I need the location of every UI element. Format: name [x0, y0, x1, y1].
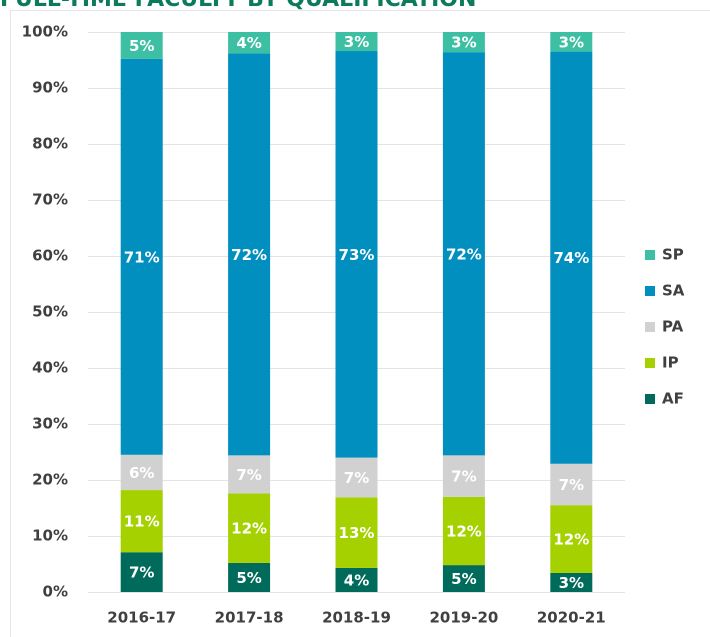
- y-tick-label: 90%: [32, 79, 68, 97]
- y-tick-label: 50%: [32, 303, 68, 321]
- bar-segment: [550, 32, 593, 52]
- bar-segment: [228, 455, 271, 494]
- bar-segment: [442, 52, 485, 456]
- data-label: 71%: [124, 248, 160, 266]
- y-tick-label: 80%: [32, 135, 68, 153]
- bar-segment: [120, 552, 163, 592]
- bar-segment: [442, 496, 485, 566]
- y-tick-label: 20%: [32, 471, 68, 489]
- y-tick-label: 10%: [32, 527, 68, 545]
- data-label: 3%: [344, 33, 369, 51]
- legend-label: PA: [662, 318, 684, 336]
- data-label: 74%: [553, 249, 589, 267]
- data-label: 7%: [129, 564, 154, 582]
- legend-label: AF: [662, 390, 684, 408]
- data-label: 5%: [236, 569, 261, 587]
- legend-swatch: [645, 358, 655, 368]
- legend-swatch: [645, 286, 655, 296]
- data-label: 12%: [231, 520, 267, 538]
- data-label: 72%: [446, 245, 482, 263]
- legend-label: SA: [662, 282, 685, 300]
- data-label: 4%: [236, 34, 261, 52]
- bar-segment: [442, 455, 485, 497]
- x-tick-label: 2020-21: [537, 609, 606, 627]
- x-tick-label: 2018-19: [322, 609, 391, 627]
- bar-segment: [228, 53, 271, 456]
- bar-segment: [335, 567, 378, 592]
- bar-segment: [442, 565, 485, 592]
- bar-segment: [550, 463, 593, 506]
- bar-segment: [335, 497, 378, 568]
- data-label: 73%: [339, 246, 375, 264]
- bar-segment: [120, 58, 163, 455]
- data-label: 11%: [124, 513, 160, 531]
- y-tick-label: 70%: [32, 191, 68, 209]
- legend-swatch: [645, 250, 655, 260]
- data-label: 7%: [236, 466, 261, 484]
- bar-segment: [335, 457, 378, 498]
- bar-segment: [335, 51, 378, 458]
- x-tick-label: 2017-18: [215, 609, 284, 627]
- x-tick-label: 2019-20: [429, 609, 498, 627]
- legend-label: SP: [662, 246, 684, 264]
- data-label: 3%: [559, 33, 584, 51]
- data-label: 6%: [129, 464, 154, 482]
- y-tick-label: 60%: [32, 247, 68, 265]
- data-label: 72%: [231, 246, 267, 264]
- data-label: 13%: [339, 524, 375, 542]
- x-tick-label: 2016-17: [107, 609, 176, 627]
- legend-label: IP: [662, 354, 679, 372]
- legend-swatch: [645, 394, 655, 404]
- data-label: 4%: [344, 571, 369, 589]
- bar-segment: [550, 51, 593, 464]
- bar-segment: [120, 32, 163, 59]
- y-tick-label: 0%: [43, 583, 68, 601]
- bar-segment: [228, 562, 271, 592]
- y-tick-label: 30%: [32, 415, 68, 433]
- chart-title: FULL-TIME FACULTY BY QUALIFICATION: [0, 0, 476, 12]
- data-label: 5%: [451, 570, 476, 588]
- data-label: 12%: [446, 522, 482, 540]
- data-label: 7%: [451, 468, 476, 486]
- bar-segment: [228, 493, 271, 563]
- bar-segment: [442, 32, 485, 53]
- bar-segment: [120, 454, 163, 491]
- y-tick-label: 40%: [32, 359, 68, 377]
- data-label: 7%: [344, 469, 369, 487]
- data-label: 7%: [559, 476, 584, 494]
- bar-segment: [335, 32, 378, 52]
- data-label: 3%: [451, 34, 476, 52]
- bar-segment: [550, 572, 593, 592]
- y-tick-label: 100%: [22, 23, 68, 41]
- data-label: 3%: [559, 574, 584, 592]
- bar-segment: [120, 490, 163, 553]
- data-label: 12%: [553, 531, 589, 549]
- bar-segment: [550, 505, 593, 573]
- legend-swatch: [645, 322, 655, 332]
- data-label: 5%: [129, 37, 154, 55]
- bar-segment: [228, 32, 271, 54]
